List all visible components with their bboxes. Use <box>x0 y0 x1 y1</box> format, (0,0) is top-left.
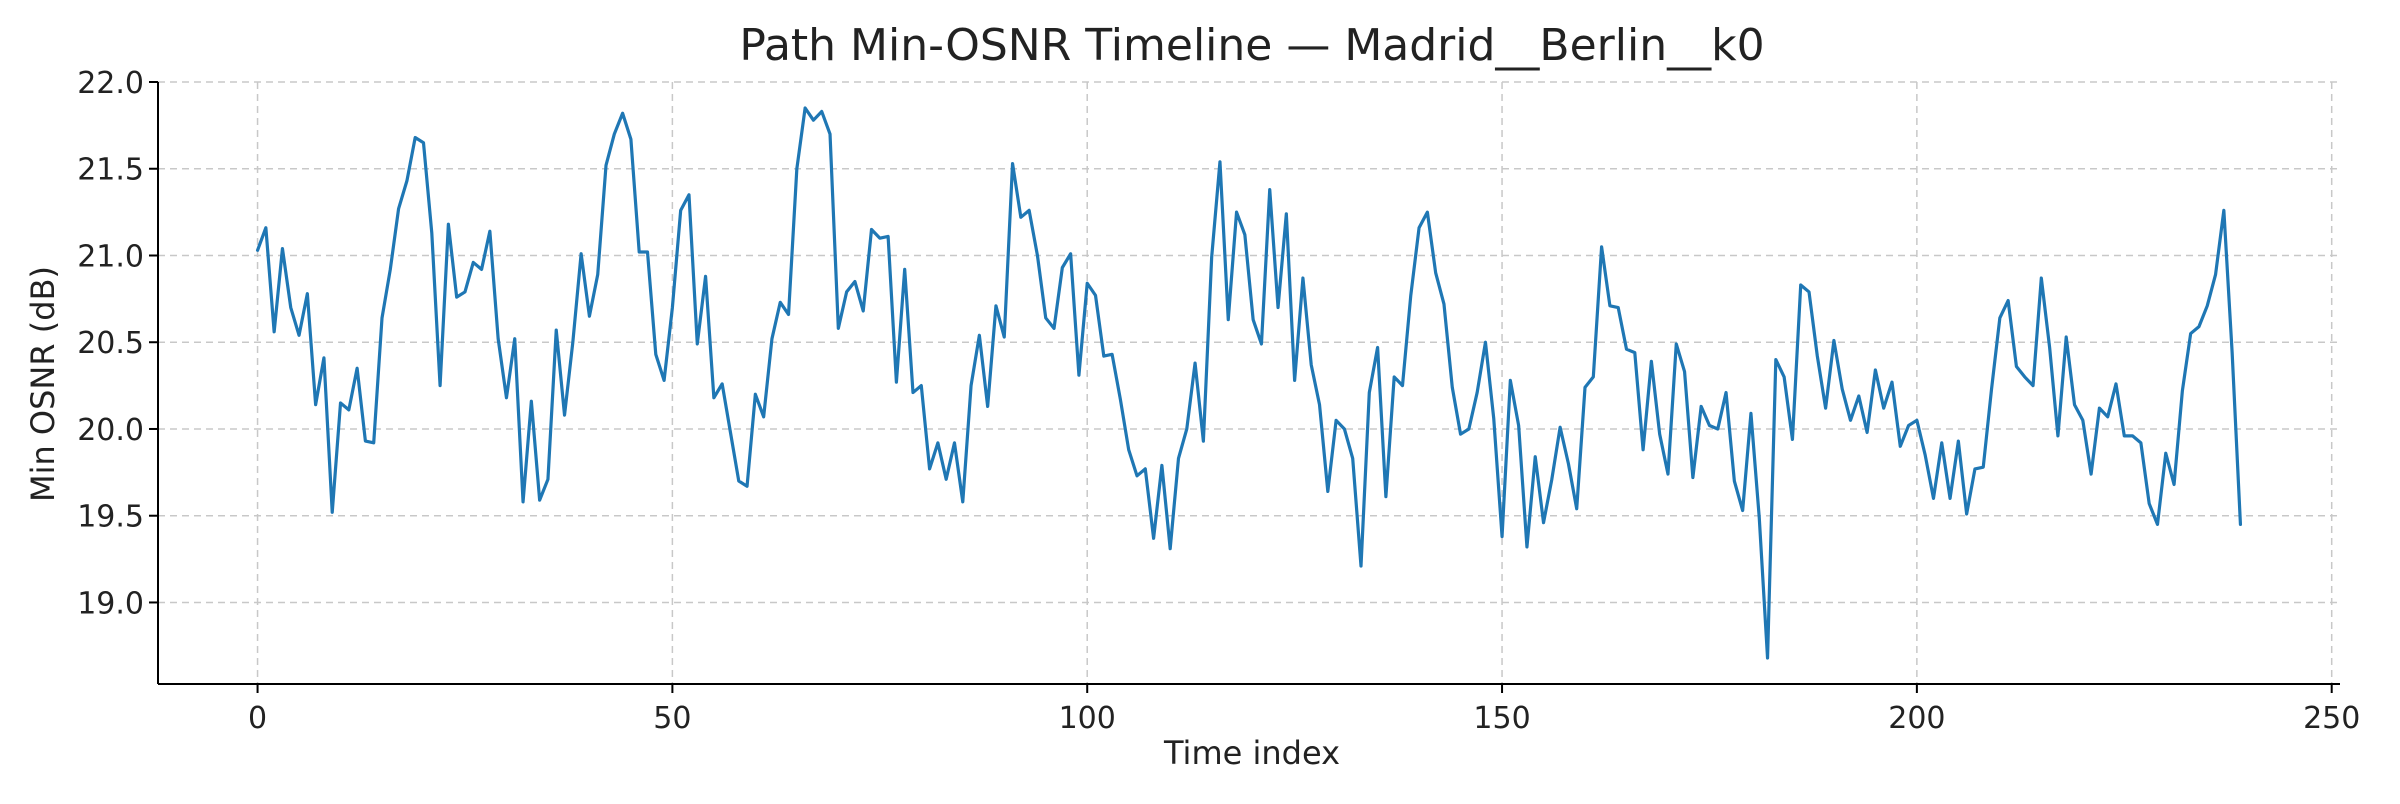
ticks: 0 50 100 150 200 250 19.0 19.5 20.0 20.5 21.0 21.5 2… <box>77 66 2360 736</box>
y-tick-label: 21.0 <box>77 239 144 274</box>
plot-area <box>255 106 2243 660</box>
y-tick-label: 20.5 <box>77 326 144 361</box>
y-axis-label: Min OSNR (dB) <box>24 266 62 502</box>
x-tick-label: 0 <box>248 701 267 736</box>
x-tick-label: 50 <box>653 701 691 736</box>
x-tick-label: 250 <box>2303 701 2360 736</box>
axes <box>157 82 2340 685</box>
y-tick-label: 21.5 <box>77 153 144 188</box>
chart-title: Path Min-OSNR Timeline — Madrid__Berlin_… <box>739 20 1764 71</box>
grid <box>158 81 2340 684</box>
y-tick-label: 19.0 <box>77 586 144 621</box>
series-line <box>255 106 2243 660</box>
y-tick-label: 20.0 <box>77 413 144 448</box>
x-axis-label: Time index <box>1163 734 1340 772</box>
x-tick-label: 150 <box>1473 701 1530 736</box>
x-tick-label: 200 <box>1888 701 1945 736</box>
y-tick-label: 19.5 <box>77 500 144 535</box>
x-tick-label: 100 <box>1059 701 1116 736</box>
y-tick-label: 22.0 <box>77 66 144 101</box>
